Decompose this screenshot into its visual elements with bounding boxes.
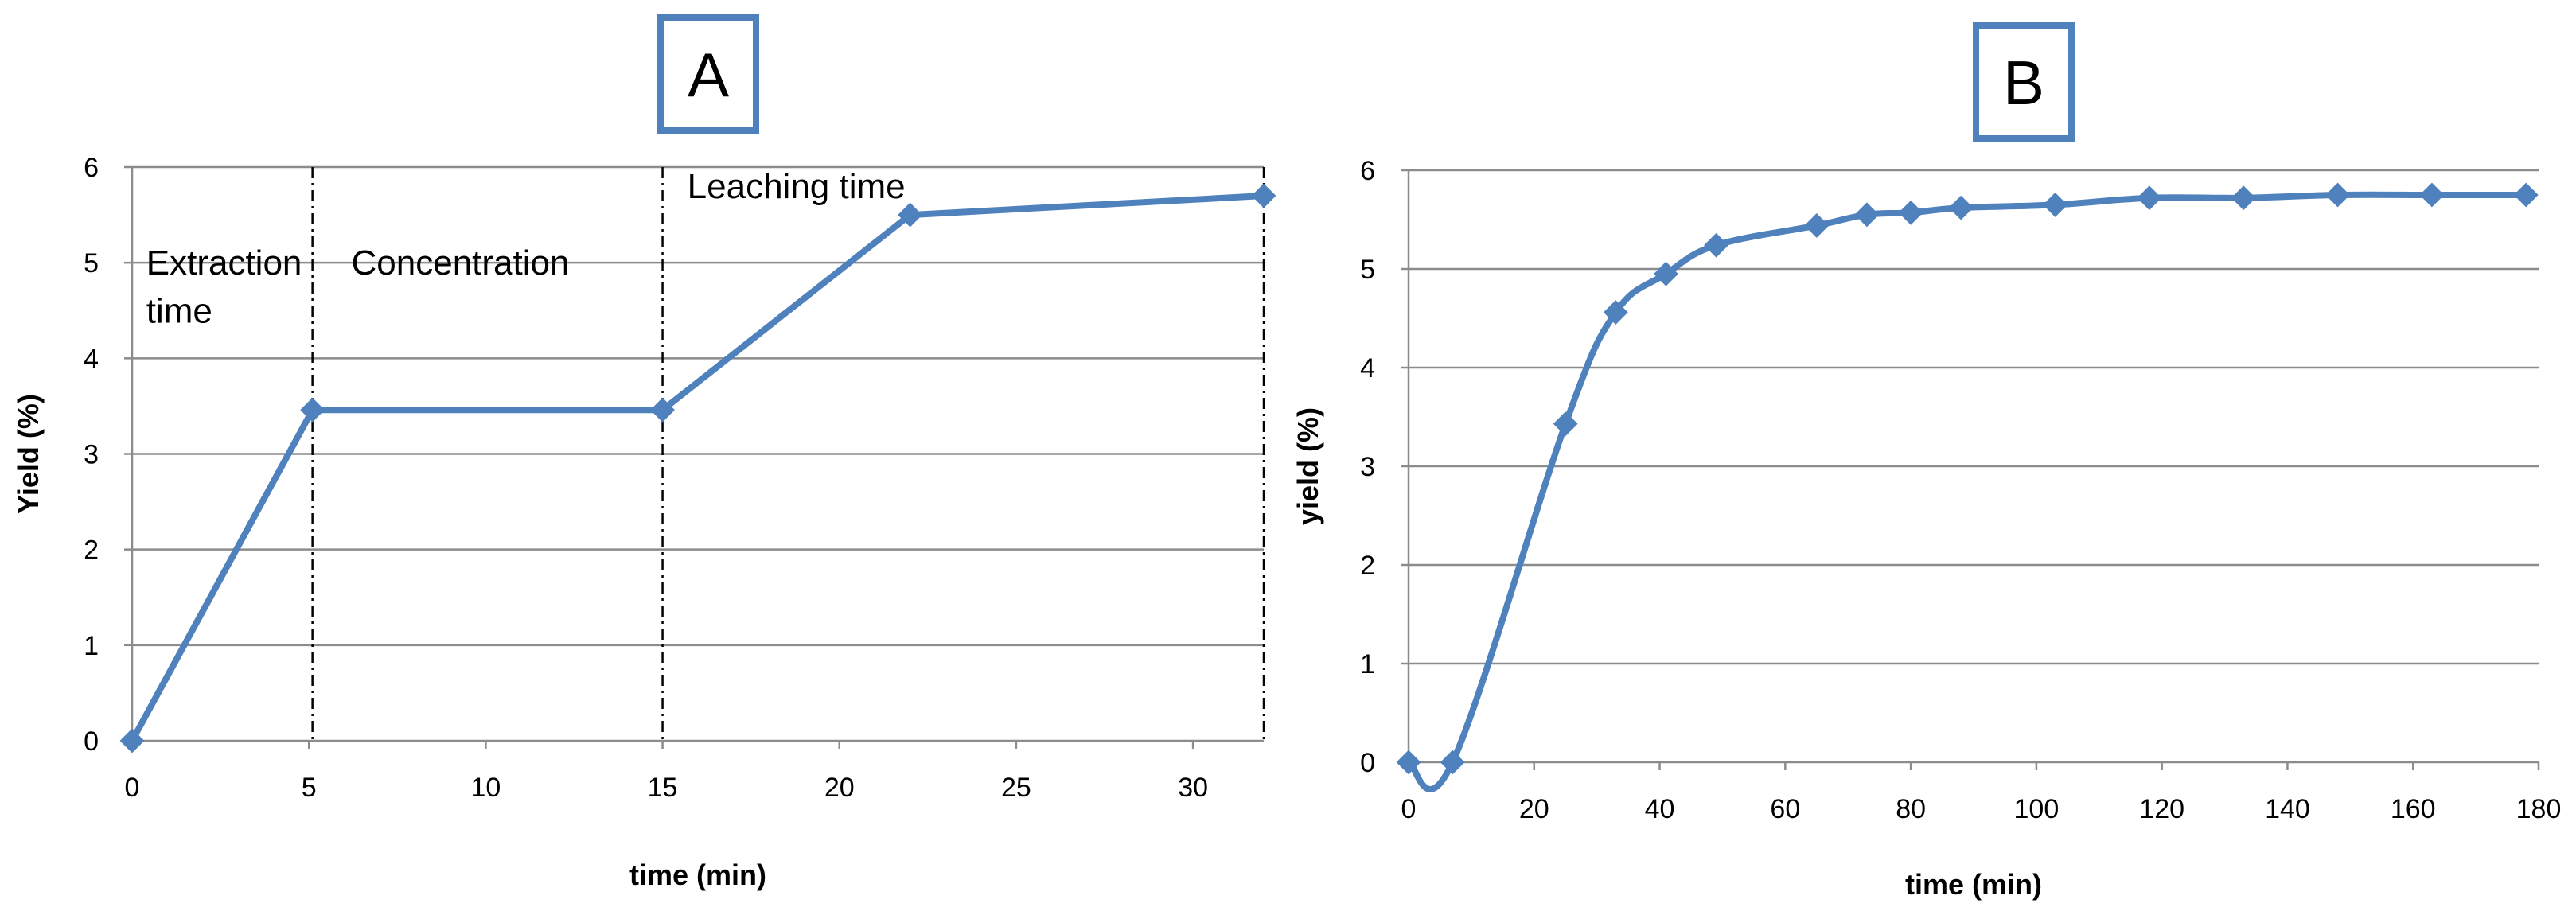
x-tick-label: 80 <box>1896 794 1926 824</box>
data-point-marker <box>1898 200 1923 225</box>
data-point-marker <box>650 397 675 423</box>
data-point-marker <box>1440 750 1465 775</box>
x-tick-label: 60 <box>1770 794 1800 824</box>
data-point-marker <box>1396 750 1421 775</box>
data-point-marker <box>1251 183 1276 208</box>
data-point-marker <box>1704 232 1728 258</box>
x-tick-label: 25 <box>1001 773 1031 803</box>
data-point-marker <box>2231 185 2256 211</box>
data-point-marker <box>1804 213 1830 238</box>
y-tick-label: 3 <box>1360 452 1375 482</box>
x-tick-label: 0 <box>125 773 140 803</box>
data-point-marker <box>2137 185 2162 211</box>
data-point-marker <box>1603 300 1628 325</box>
x-tick-label: 15 <box>648 773 678 803</box>
x-tick-label: 100 <box>2014 794 2060 824</box>
x-tick-label: 5 <box>302 773 317 803</box>
x-tick-label: 0 <box>1401 794 1417 824</box>
y-tick-label: 4 <box>1360 353 1375 384</box>
data-point-marker <box>1553 411 1578 437</box>
data-point-marker <box>1854 202 1880 228</box>
y-tick-label: 6 <box>1360 156 1375 186</box>
y-tick-label: 1 <box>1360 649 1375 680</box>
data-point-marker <box>119 728 145 754</box>
data-point-marker <box>1948 195 1974 220</box>
y-tick-label: 6 <box>84 153 99 183</box>
x-axis-title: time (min) <box>629 859 766 891</box>
y-tick-label: 3 <box>84 440 99 470</box>
panel-label: A <box>688 40 729 110</box>
phase-annotation: Extraction <box>146 243 302 282</box>
x-tick-label: 10 <box>470 773 501 803</box>
x-tick-label: 120 <box>2139 794 2184 824</box>
data-point-marker <box>1654 261 1678 286</box>
panel-label-box <box>1973 22 2075 142</box>
x-axis-title: time (min) <box>1905 868 2042 901</box>
y-tick-label: 5 <box>1360 255 1375 285</box>
x-tick-label: 180 <box>2516 794 2562 824</box>
data-point-marker <box>2043 192 2067 217</box>
series-line <box>1405 191 2530 792</box>
y-tick-label: 2 <box>84 535 99 566</box>
y-tick-label: 4 <box>84 344 99 374</box>
x-tick-label: 40 <box>1645 794 1675 824</box>
y-tick-label: 0 <box>84 726 99 757</box>
data-point-marker <box>898 202 923 228</box>
phase-annotation: Leaching time <box>688 167 906 206</box>
data-point-marker <box>300 397 325 423</box>
data-point-marker <box>2325 182 2350 208</box>
x-tick-label: 30 <box>1178 773 1208 803</box>
y-axis-title: yield (%) <box>1292 407 1324 525</box>
phase-annotation: Concentration <box>352 243 570 282</box>
panel-label-box <box>657 14 759 134</box>
x-tick-label: 20 <box>1519 794 1549 824</box>
phase-annotation: time <box>146 291 212 330</box>
x-tick-label: 160 <box>2391 794 2436 824</box>
y-tick-label: 0 <box>1360 748 1375 778</box>
y-tick-label: 2 <box>1360 551 1375 581</box>
y-axis-title: Yield (%) <box>12 394 45 514</box>
y-tick-label: 1 <box>84 631 99 661</box>
x-tick-label: 20 <box>824 773 855 803</box>
panel-label: B <box>2003 48 2044 118</box>
x-tick-label: 140 <box>2265 794 2310 824</box>
y-tick-label: 5 <box>84 248 99 278</box>
data-point-marker <box>2419 182 2445 208</box>
chart-a: 0 1 2 3 4 5 6 0 5 10 15 20 25 30 time (min) Yield (%) Ex… <box>12 14 1276 891</box>
data-point-marker <box>2513 182 2539 208</box>
